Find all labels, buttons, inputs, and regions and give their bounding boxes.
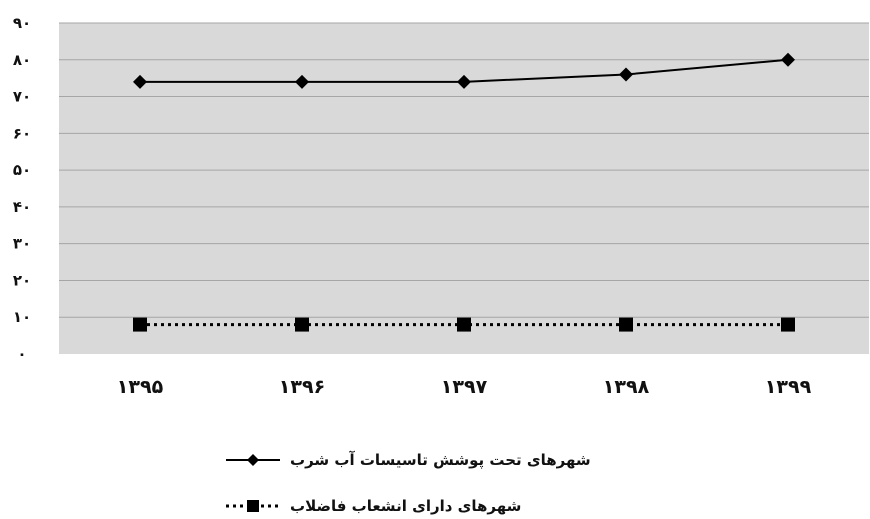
y-tick-label: ۲۰ <box>13 271 31 289</box>
data-point <box>133 74 147 89</box>
x-axis-ticks: ۱۳۹۵ ۱۳۹۶ ۱۳۹۷ ۱۳۹۸ ۱۳۹۹ <box>117 376 812 398</box>
legend-item: شهرهای دارای انشعاب فاضلاب <box>226 497 521 515</box>
data-point <box>457 317 471 332</box>
data-point <box>781 52 795 67</box>
legend-label: شهرهای تحت پوشش تاسیسات آب شرب <box>290 451 591 470</box>
y-tick-label: ۵۰ <box>13 161 31 179</box>
data-point <box>295 74 309 89</box>
plot-area <box>59 23 869 354</box>
legend-item: شهرهای تحت پوشش تاسیسات آب شرب <box>226 451 591 470</box>
y-tick-label: ۳۰ <box>13 235 31 253</box>
x-tick-label: ۱۳۹۷ <box>441 376 488 398</box>
data-point <box>133 317 147 332</box>
data-point <box>295 317 309 332</box>
legend-marker <box>247 454 259 466</box>
x-tick-label: ۱۳۹۹ <box>765 376 812 398</box>
y-tick-label: ۱۰ <box>13 308 31 326</box>
y-tick-label: ۶۰ <box>13 124 31 142</box>
y-tick-label: ۴۰ <box>13 198 31 216</box>
legend-marker <box>247 500 259 512</box>
gridlines <box>59 22 869 318</box>
legend: شهرهای تحت پوشش تاسیسات آب شرب شهرهای دار… <box>226 451 591 515</box>
series-2 <box>133 317 795 332</box>
data-point <box>619 67 633 82</box>
legend-label: شهرهای دارای انشعاب فاضلاب <box>290 497 521 515</box>
y-tick-label: ۸۰ <box>13 51 31 69</box>
series-layer <box>133 52 795 332</box>
y-tick-label: ۰ <box>17 345 26 363</box>
data-point <box>619 317 633 332</box>
y-tick-label: ۹۰ <box>13 14 31 32</box>
x-tick-label: ۱۳۹۸ <box>603 376 650 398</box>
x-tick-label: ۱۳۹۶ <box>279 376 325 398</box>
data-point <box>457 74 471 89</box>
series-1 <box>133 52 795 89</box>
y-tick-label: ۷۰ <box>13 88 31 106</box>
x-tick-label: ۱۳۹۵ <box>117 376 164 398</box>
y-axis-ticks: ۰ ۱۰ ۲۰ ۳۰ ۴۰ ۵۰ ۶۰ ۷۰ ۸۰ ۹۰ <box>13 14 31 363</box>
data-point <box>781 317 795 332</box>
